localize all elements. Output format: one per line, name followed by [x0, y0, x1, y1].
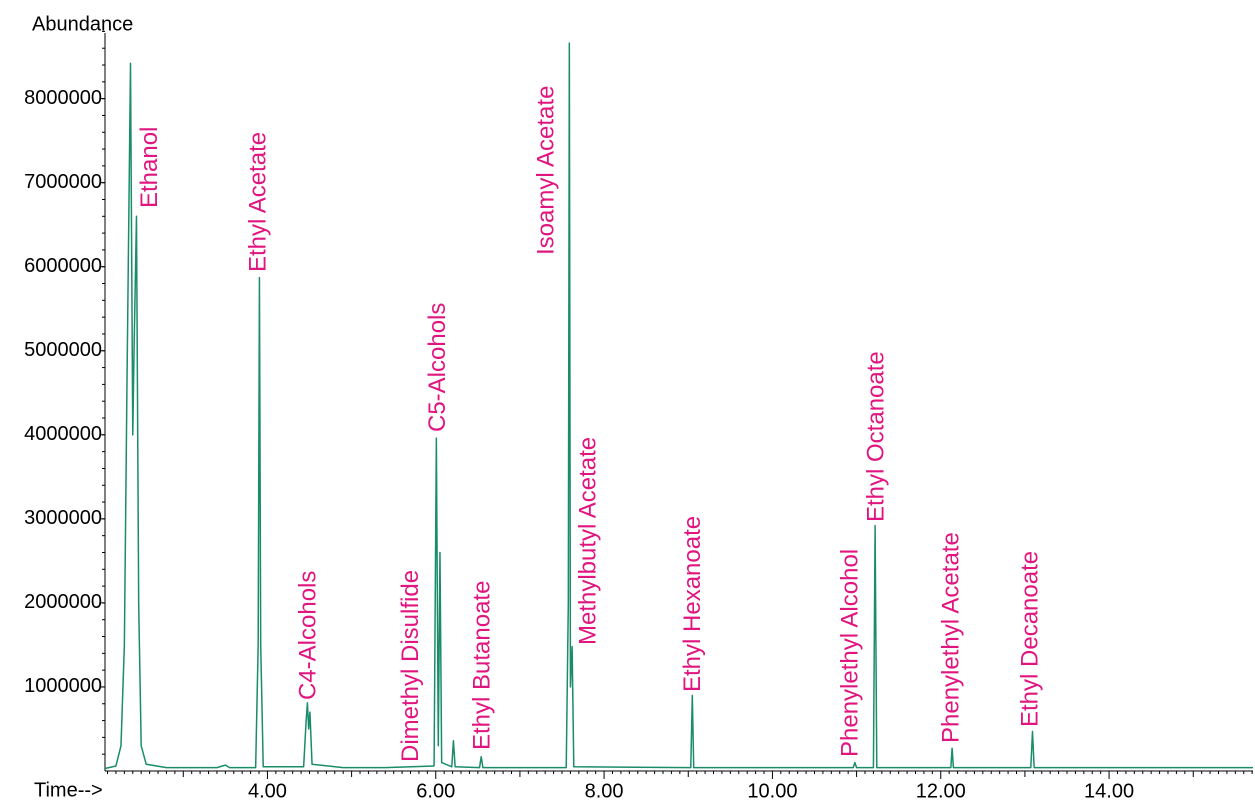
- peak-label: Methylbutyl Acetate: [575, 437, 602, 645]
- y-axis-title: Abundance: [32, 13, 133, 35]
- peak-label: Ethanol: [136, 127, 163, 208]
- peak-label: Ethyl Hexanoate: [679, 516, 706, 692]
- y-tick-label: 2000000: [24, 591, 102, 613]
- peak-label: Phenylethyl Alcohol: [836, 549, 863, 757]
- peak-label: C4-Alcohols: [294, 571, 321, 700]
- y-tick-label: 8000000: [24, 87, 102, 109]
- y-tick-label: 4000000: [24, 423, 102, 445]
- x-tick-label: 14.00: [1084, 780, 1134, 802]
- y-tick-label: 1000000: [24, 675, 102, 697]
- peak-label: Dimethyl Disulfide: [397, 570, 424, 762]
- peak-label: Ethyl Decanoate: [1016, 551, 1043, 727]
- y-tick-label: 7000000: [24, 171, 102, 193]
- x-tick-label: 10.00: [747, 780, 797, 802]
- peak-label: Phenylethyl Acetate: [937, 532, 964, 743]
- peak-label: Ethyl Butanoate: [469, 581, 496, 750]
- x-axis-title: Time-->: [34, 779, 103, 801]
- peak-label: Ethyl Acetate: [245, 132, 272, 272]
- peak-label: Ethyl Octanoate: [862, 351, 889, 522]
- y-tick-label: 6000000: [24, 255, 102, 277]
- peak-label: C5-Alcohols: [424, 303, 451, 432]
- x-tick-label: 4.00: [248, 780, 287, 802]
- peak-label: Isoamyl Acetate: [533, 86, 560, 255]
- y-tick-label: 5000000: [24, 339, 102, 361]
- x-tick-label: 8.00: [585, 780, 624, 802]
- x-tick-label: 6.00: [416, 780, 455, 802]
- x-tick-label: 12.00: [916, 780, 966, 802]
- y-tick-label: 3000000: [24, 507, 102, 529]
- trace: [104, 42, 1253, 770]
